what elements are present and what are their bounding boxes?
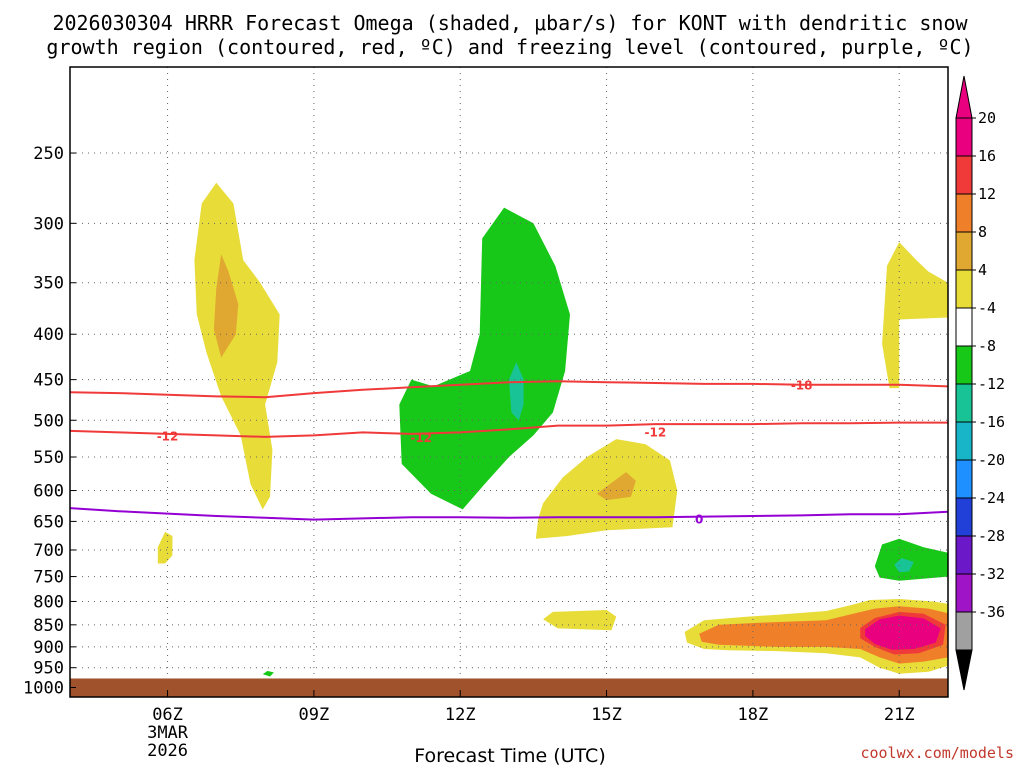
x-tick-label: 15Z: [591, 705, 622, 725]
colorbar-swatch: [955, 611, 973, 651]
y-tick-label: 900: [33, 638, 64, 658]
omega-region-4-8: [882, 242, 948, 389]
plot-frame: [69, 66, 949, 698]
colorbar-swatch: [955, 383, 973, 423]
temperature-contours: -18 -12 -12 -12 0: [70, 379, 948, 526]
x-tick-label: 12Z: [445, 705, 476, 725]
colorbar-label: 20: [978, 109, 996, 127]
y-tick-label: 350: [33, 274, 64, 294]
y-tick-label: 500: [33, 411, 64, 431]
omega-region-8-1: [213, 254, 239, 358]
omega-shaded-regions: [157, 182, 948, 677]
contour-label: -12: [644, 426, 666, 440]
colorbar-swatch: [955, 345, 973, 385]
colorbar-label: 12: [978, 185, 996, 203]
colorbar-bottom-arrow: [955, 649, 973, 691]
colorbar-label: -12: [978, 375, 1005, 393]
omega-colorbar: 20 16 12 8 4 -4 -8 -12 -16 -20 -24 -28 -32 -36: [955, 75, 1005, 691]
colorbar-swatch: [955, 193, 973, 233]
y-tick-label: 850: [33, 616, 64, 636]
x-tick-label: 09Z: [299, 705, 330, 725]
contour-label: -18: [791, 379, 813, 393]
plot-area: -18 -12 -12 -12 0: [69, 66, 949, 698]
colorbar-label: -16: [978, 413, 1005, 431]
colorbar-swatch: [955, 269, 973, 309]
x-tick-label: 06Z: [152, 705, 183, 725]
y-tick-label: 650: [33, 512, 64, 532]
colorbar-label: 8: [978, 223, 987, 241]
omega-region--8-4: [509, 362, 524, 421]
credit-text: coolwx.com/models: [860, 744, 1014, 762]
y-tick-label: 450: [33, 371, 64, 391]
y-tick-label: 1000: [23, 678, 64, 698]
omega-region--4-9: [874, 538, 948, 581]
omega-region-4-0: [194, 182, 280, 510]
contour-line-0: [70, 380, 948, 399]
chart-title-line-2: growth region (contoured, red, ºC) and f…: [46, 35, 973, 59]
colorbar-swatch: [955, 497, 973, 537]
y-tick-label: 300: [33, 214, 64, 234]
colorbar-label: -20: [978, 451, 1005, 469]
omega-region-20-14: [865, 615, 941, 650]
x-tick-sublabel: 2026: [147, 741, 188, 761]
contour-line-1: [70, 421, 948, 438]
y-tick-label: 750: [33, 568, 64, 588]
contour-label: 0: [695, 512, 703, 526]
colorbar-swatch: [955, 573, 973, 613]
y-tick-label: 800: [33, 592, 64, 612]
colorbar-label: 4: [978, 261, 987, 279]
colorbar-swatch: [955, 421, 973, 461]
omega-region--4-15: [262, 670, 274, 677]
contour-line-2: [70, 507, 948, 521]
colorbar-label: -24: [978, 489, 1005, 507]
colorbar-label: -4: [978, 299, 996, 317]
colorbar-swatch: [955, 231, 973, 271]
colorbar-top-arrow: [955, 75, 973, 119]
colorbar-swatch: [955, 155, 973, 195]
y-tick-label: 550: [33, 448, 64, 468]
ground-below-surface: [70, 678, 948, 697]
x-tick-label: 21Z: [884, 705, 915, 725]
colorbar-label: -8: [978, 337, 996, 355]
omega-region-4-2: [157, 531, 173, 564]
y-tick-label: 400: [33, 325, 64, 345]
contour-label: -12: [410, 431, 432, 445]
y-tick-label: 600: [33, 482, 64, 502]
colorbar-swatch: [955, 535, 973, 575]
chart-title-line-1: 2026030304 HRRR Forecast Omega (shaded, …: [52, 11, 968, 35]
pressure-axis: 2503003504004505005506006507007508008509…: [23, 144, 76, 698]
omega-region-4-7: [543, 610, 617, 631]
colorbar-swatch: [955, 307, 973, 347]
colorbar-label: -28: [978, 527, 1005, 545]
contour-label: -12: [157, 429, 179, 443]
y-tick-label: 700: [33, 541, 64, 561]
colorbar-label: 16: [978, 147, 996, 165]
colorbar-swatch: [955, 117, 973, 157]
x-tick-sublabel: 3MAR: [147, 723, 189, 743]
x-tick-label: 18Z: [738, 705, 769, 725]
colorbar-label: -32: [978, 565, 1005, 583]
omega-region--4-3: [399, 207, 570, 510]
omega-region--8-10: [894, 558, 914, 573]
y-tick-label: 250: [33, 144, 64, 164]
x-axis-title: Forecast Time (UTC): [414, 745, 605, 767]
colorbar-swatch: [955, 459, 973, 499]
y-tick-label: 950: [33, 659, 64, 679]
colorbar-label: -36: [978, 603, 1005, 621]
